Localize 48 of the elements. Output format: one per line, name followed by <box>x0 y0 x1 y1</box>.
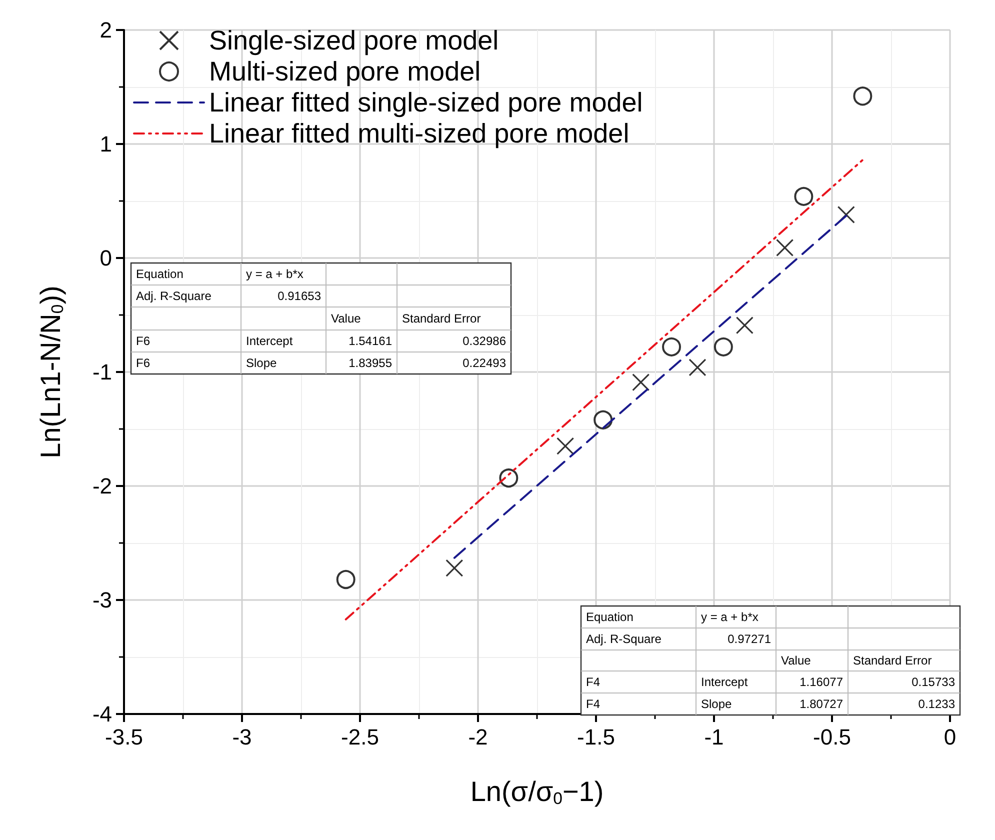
x-tick-label: 0 <box>944 724 956 750</box>
annotation: Value <box>331 312 362 326</box>
x-tick-label: -2.5 <box>341 724 379 750</box>
annotation: Adj. R-Square <box>136 289 212 303</box>
y-tick-label: -2 <box>92 474 112 498</box>
annotation: 0.91653 <box>278 289 322 303</box>
annotation: Standard Error <box>402 312 481 326</box>
annotation: 1.83955 <box>348 356 392 370</box>
x-tick-label: -1.5 <box>577 724 615 750</box>
annotation: 0.32986 <box>462 334 506 348</box>
y-tick-label: -1 <box>92 360 112 384</box>
annotation: F4 <box>586 675 600 689</box>
x-tick-label: -0.5 <box>813 724 851 750</box>
annotation: y = a + b*x <box>701 610 758 624</box>
x-tick-label: -2 <box>468 724 488 750</box>
annotation: Slope <box>701 697 732 711</box>
legend-label: Linear fitted multi-sized pore model <box>209 118 630 148</box>
annotation: 0.15733 <box>912 675 956 689</box>
annotation: Slope <box>246 356 278 370</box>
legend-label: Single-sized pore model <box>209 26 499 56</box>
legend-label: Linear fitted single-sized pore model <box>209 88 643 118</box>
annotation: 0.97271 <box>728 632 772 646</box>
y-tick-label: 0 <box>100 246 112 270</box>
x-tick-label: -3 <box>232 724 252 750</box>
y-tick-label: -3 <box>92 588 112 612</box>
annotation: Intercept <box>246 334 294 348</box>
x-tick-label: -1 <box>704 724 724 750</box>
annotation: y = a + b*x <box>246 267 304 281</box>
annotation: Equation <box>586 610 634 624</box>
y-tick-label: 2 <box>100 18 112 42</box>
annotation: Intercept <box>701 675 748 689</box>
annotation: Equation <box>136 267 184 281</box>
annotation: Standard Error <box>853 654 932 668</box>
annotation: 0.22493 <box>462 356 506 370</box>
annotation: 1.54161 <box>348 334 392 348</box>
annotation: F4 <box>586 697 600 711</box>
y-tick-label: -4 <box>92 702 112 726</box>
annotation: F6 <box>136 334 150 348</box>
annotation: F6 <box>136 356 150 370</box>
annotation: 0.1233 <box>918 697 956 711</box>
legend-label: Multi-sized pore model <box>209 56 481 86</box>
annotation: 1.16077 <box>800 675 844 689</box>
annotation: Value <box>781 654 812 668</box>
annotation: 1.80727 <box>800 697 844 711</box>
x-tick-label: -3.5 <box>105 724 143 750</box>
y-axis-title: Ln(Ln1-N/N0)) <box>35 286 67 458</box>
y-tick-label: 1 <box>100 132 112 156</box>
annotation: Adj. R-Square <box>586 632 662 646</box>
